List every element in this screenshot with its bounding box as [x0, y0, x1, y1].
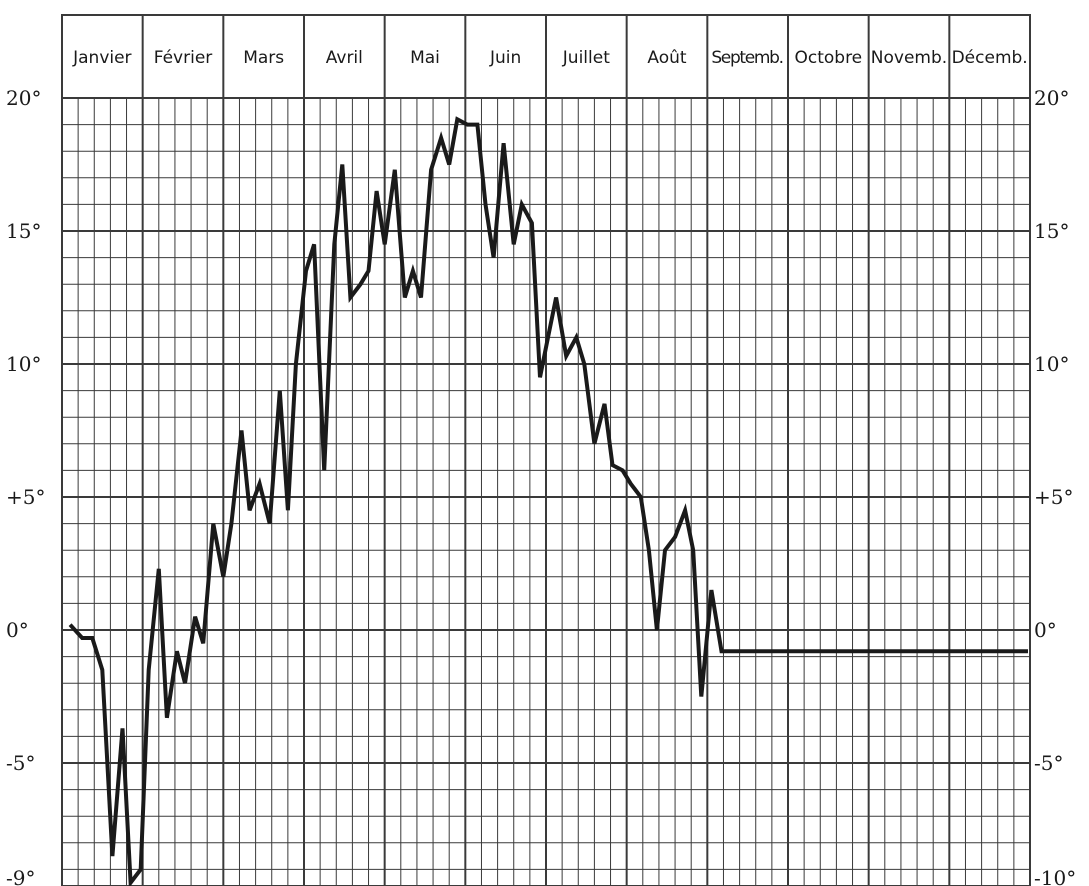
y-tick-label-right: 20° — [1034, 86, 1069, 110]
y-tick-label-right: 15° — [1034, 219, 1069, 243]
y-tick-label-right: -10° — [1034, 866, 1076, 886]
month-header: Janvier Février Mars Avril Mai Juin Juillet Aoû… — [72, 48, 1028, 68]
y-tick-label-right: 0° — [1034, 618, 1057, 642]
y-tick-label-left: 10° — [6, 352, 41, 376]
month-label: Septemb. — [711, 48, 784, 68]
month-label: Avril — [326, 48, 363, 68]
month-label: Juin — [489, 48, 521, 68]
y-tick-label-right: -5° — [1034, 751, 1063, 775]
month-label: Janvier — [72, 48, 131, 68]
y-tick-label-left: 15° — [6, 219, 41, 243]
month-label: Août — [647, 48, 687, 68]
month-label: Février — [154, 48, 213, 68]
month-label: Décemb. — [952, 48, 1028, 68]
y-tick-label-right: 10° — [1034, 352, 1069, 376]
y-tick-label-left: -9° — [6, 866, 35, 886]
y-tick-label-left: 20° — [6, 86, 41, 110]
y-tick-label-left: +5° — [6, 485, 45, 509]
y-axis-left: 20° 15° 10° +5° 0° -5° -9° — [6, 86, 45, 886]
y-axis-right: 20° 15° 10° +5° 0° -5° -10° — [1034, 86, 1076, 886]
month-label: Novemb. — [871, 48, 947, 68]
y-tick-label-right: +5° — [1034, 485, 1073, 509]
y-tick-label-left: -5° — [6, 751, 35, 775]
chart-grid — [61, 14, 1031, 886]
month-label: Mars — [243, 48, 284, 68]
y-tick-label-left: 0° — [6, 618, 29, 642]
month-label: Mai — [410, 48, 440, 68]
plot-area — [68, 116, 1028, 886]
month-label: Octobre — [794, 48, 862, 68]
temperature-line — [68, 116, 1028, 886]
month-label: Juillet — [562, 48, 610, 68]
